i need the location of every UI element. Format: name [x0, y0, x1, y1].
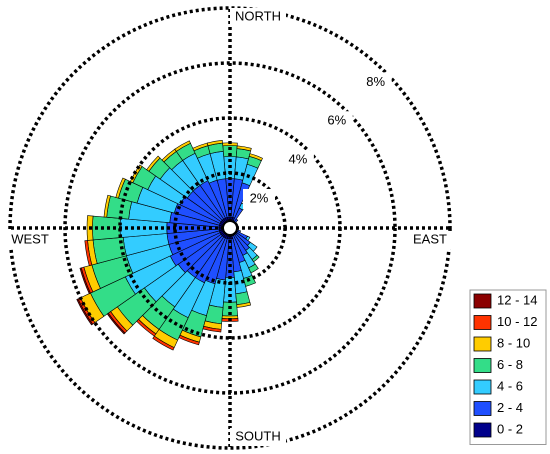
compass-label-bg — [402, 231, 458, 249]
wedge — [245, 235, 251, 242]
wedge — [79, 267, 91, 295]
legend-label: 2 - 4 — [497, 400, 523, 415]
legend-swatch — [473, 401, 492, 416]
ring-label: 2% — [250, 190, 269, 205]
ring — [8, 6, 452, 450]
wedge — [152, 335, 175, 351]
legend-label: 8 - 10 — [497, 335, 530, 350]
wedge — [146, 155, 161, 172]
wedge — [206, 140, 223, 147]
wedge — [202, 325, 222, 333]
ring-label: 8% — [366, 74, 385, 89]
legend-label: 4 - 6 — [497, 378, 523, 393]
wedge — [248, 263, 259, 274]
compass-label-bg — [230, 428, 286, 446]
ring-label: 4% — [288, 152, 307, 167]
legend-swatch — [473, 315, 492, 330]
center-dot — [222, 220, 238, 236]
wedge — [84, 240, 93, 267]
legend-label: 0 - 2 — [497, 421, 523, 436]
wedge — [236, 302, 252, 308]
legend-swatch — [473, 422, 492, 438]
ring-label-bg — [359, 72, 392, 93]
compass-label-bg — [2, 231, 58, 249]
compass-label: NORTH — [235, 8, 281, 23]
compass-label: EAST — [413, 231, 447, 246]
legend-swatch — [473, 358, 492, 373]
wedge — [248, 153, 263, 162]
compass-label: WEST — [11, 231, 49, 246]
wedge — [178, 334, 200, 346]
legend-swatch — [473, 336, 492, 352]
wedge — [136, 318, 157, 337]
legend-swatch — [473, 379, 492, 395]
ring-label-bg — [320, 111, 353, 132]
wedge — [222, 142, 238, 147]
legend-swatch — [473, 293, 492, 309]
ring-label: 6% — [327, 113, 346, 128]
wedge — [236, 145, 252, 152]
wedge — [174, 140, 191, 152]
ring-label-bg — [281, 150, 314, 171]
compass-label-bg — [230, 8, 286, 26]
wedge — [251, 254, 260, 263]
wedge — [115, 177, 126, 199]
wedge — [103, 194, 111, 218]
legend-label: 10 - 12 — [497, 314, 537, 329]
ring-label-bg — [242, 189, 275, 210]
compass-label: SOUTH — [235, 428, 281, 443]
legend-label: 6 - 8 — [497, 357, 523, 372]
legend-label: 12 - 14 — [497, 292, 537, 307]
wedge — [76, 298, 94, 326]
wedge — [106, 312, 126, 335]
